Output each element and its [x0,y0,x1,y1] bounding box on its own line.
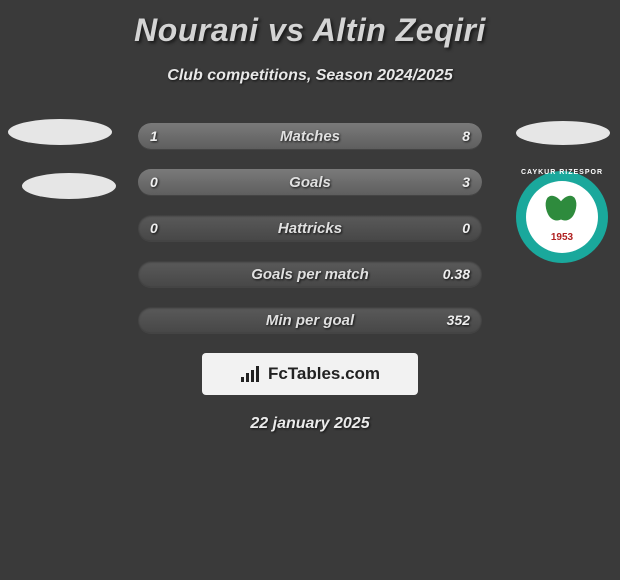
generated-date: 22 january 2025 [0,415,620,433]
stat-label: Goals per match [251,266,369,283]
stat-label: Goals [289,174,331,191]
stat-value-left: 0 [150,220,158,236]
stat-value-left: 0 [150,174,158,190]
stat-value-left: 1 [150,128,158,144]
subtitle: Club competitions, Season 2024/2025 [0,67,620,85]
stat-bar: 1 Matches 8 [138,123,482,149]
stat-value-right: 0.38 [443,266,470,282]
stats-area: CAYKUR RIZESPOR 1953 1 Matches 8 0 Goals… [0,123,620,433]
stat-bar: 0 Hattricks 0 [138,215,482,241]
page-title: Nourani vs Altin Zeqiri [0,0,620,49]
stat-value-right: 0 [462,220,470,236]
stat-label: Hattricks [278,220,342,237]
stat-label: Min per goal [266,312,354,329]
stat-label: Matches [280,128,340,145]
chart-icon [240,365,262,383]
stat-bars: 1 Matches 8 0 Goals 3 0 Hattricks 0 Goal… [138,123,482,333]
player-left-placeholder-2 [22,173,116,199]
club-badge-year: 1953 [551,232,573,243]
player-right-placeholder [516,121,610,145]
club-badge-ring-text: CAYKUR RIZESPOR [516,169,608,176]
stat-bar: Min per goal 352 [138,307,482,333]
brand-text: FcTables.com [268,364,380,384]
stat-bar: Goals per match 0.38 [138,261,482,287]
stat-bar: 0 Goals 3 [138,169,482,195]
club-badge: CAYKUR RIZESPOR 1953 [516,171,608,263]
stat-value-right: 3 [462,174,470,190]
stat-value-right: 352 [447,312,470,328]
stat-value-right: 8 [462,128,470,144]
brand-box[interactable]: FcTables.com [202,353,418,395]
club-badge-inner: 1953 [526,181,598,253]
player-left-placeholder-1 [8,119,112,145]
